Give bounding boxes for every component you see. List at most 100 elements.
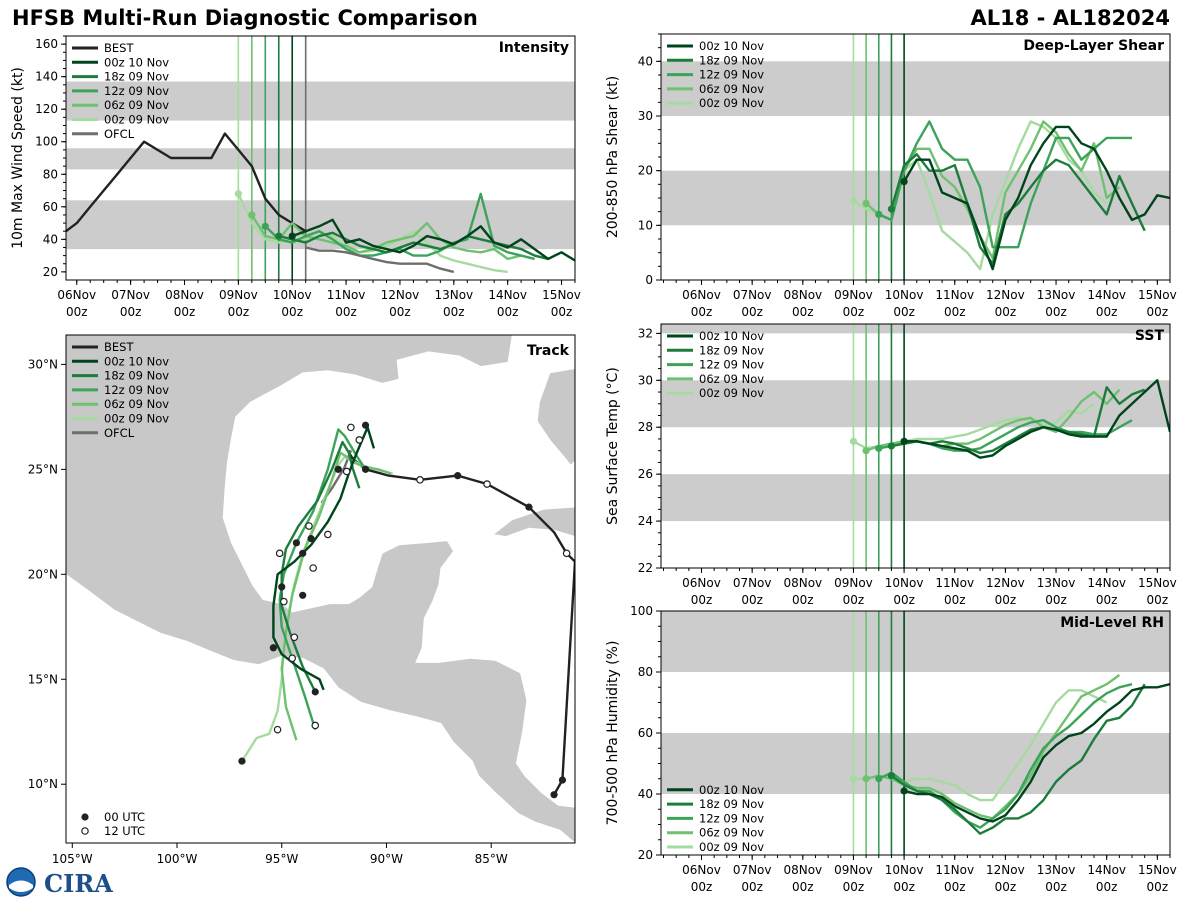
legend-label: 00z 10 Nov <box>699 783 764 797</box>
x-tick-label: 13Nov <box>1037 863 1076 877</box>
y-tick-label: 80 <box>638 665 653 679</box>
y-tick-label: 24 <box>638 514 653 528</box>
series-start-marker <box>288 232 296 240</box>
legend-label: 00z 09 Nov <box>104 412 169 426</box>
x-tick-label: 00z <box>1147 593 1169 607</box>
x-tick-label: 00z <box>691 305 713 319</box>
x-tick-label: 00z <box>228 305 250 319</box>
legend-label: 18z 09 Nov <box>699 343 764 357</box>
category-band <box>661 170 1170 226</box>
x-tick-label: 00z <box>551 305 573 319</box>
x-tick-label: 00z <box>893 880 915 894</box>
y-tick-label: 0 <box>645 273 653 287</box>
chart-title: Intensity <box>499 40 569 56</box>
x-tick-label: 00z <box>497 305 519 319</box>
chart-title: Mid-Level RH <box>1060 615 1164 631</box>
series-line-12z-09-nov <box>264 192 535 261</box>
x-tick-label: 00z <box>1147 305 1169 319</box>
x-tick-label: 00z <box>1096 305 1118 319</box>
series-start-marker <box>887 442 896 450</box>
x-tick-label: 00z <box>843 880 865 894</box>
x-tick-label: 13Nov <box>1037 576 1076 590</box>
series-start-marker <box>900 437 908 445</box>
sst-chart: 22 24 26 28 30 32 06Nov 00z 07Nov 00z 08Nov 00z 09No… <box>605 323 1177 607</box>
track-line-best <box>347 449 575 796</box>
series-start-marker <box>862 199 870 208</box>
x-tick-label: 00z <box>443 305 465 319</box>
x-tick-label: 07Nov <box>111 288 150 302</box>
marker-12utc <box>275 549 284 558</box>
x-tick-label: 00z <box>843 305 865 319</box>
lat-tick-label: 15°N <box>28 672 58 686</box>
x-tick-label: 00z <box>792 305 814 319</box>
marker-12utc <box>288 654 297 663</box>
x-tick-label: 00z <box>1045 305 1067 319</box>
marker-00utc <box>334 465 342 473</box>
y-tick-label: 20 <box>43 265 58 279</box>
x-tick-label: 00z <box>389 305 411 319</box>
x-tick-label: 15Nov <box>542 288 581 302</box>
marker-legend-label: 12 UTC <box>104 824 145 838</box>
rh-chart: 20 40 60 80 100 06Nov 00z 07Nov 00z 08Nov 00z 09Nov… <box>605 605 1177 894</box>
legend-label: 06z 09 Nov <box>699 826 764 840</box>
series-line-00z-10-nov <box>904 379 1170 459</box>
marker-12utc <box>416 476 424 484</box>
x-tick-label: 06Nov <box>682 288 721 302</box>
series-start-marker <box>887 772 896 780</box>
marker-12utc <box>355 436 364 444</box>
series-start-marker <box>248 211 256 219</box>
x-tick-label: 09Nov <box>834 576 873 590</box>
x-tick-label: 00z <box>335 305 357 319</box>
legend-label: BEST <box>104 340 134 354</box>
x-tick-label: 00z <box>843 593 865 607</box>
x-tick-label: 15Nov <box>1138 863 1177 877</box>
x-tick-label: 00z <box>1096 593 1118 607</box>
x-tick-label: 00z <box>944 880 966 894</box>
x-tick-label: 15Nov <box>1138 288 1177 302</box>
category-band <box>66 81 575 121</box>
x-tick-label: 00z <box>995 593 1017 607</box>
x-tick-label: 07Nov <box>733 863 772 877</box>
legend-label: 06z 09 Nov <box>699 372 764 386</box>
marker-12utc <box>311 721 320 730</box>
series-start-marker <box>900 787 908 795</box>
x-tick-label: 06Nov <box>682 576 721 590</box>
plot-area <box>66 36 575 280</box>
lon-tick-label: 95°W <box>265 852 298 866</box>
legend-label: 00z 09 Nov <box>104 113 169 127</box>
y-tick-label: 80 <box>43 167 58 181</box>
y-axis-label: 10m Max Wind Speed (kt) <box>10 67 26 249</box>
category-band <box>661 324 1170 334</box>
marker-00utc <box>292 539 301 547</box>
marker-12utc <box>280 597 288 606</box>
x-tick-label: 08Nov <box>783 576 822 590</box>
lon-tick-label: 105°W <box>52 852 93 866</box>
x-tick-label: 12Nov <box>381 288 420 302</box>
x-tick-label: 09Nov <box>834 863 873 877</box>
x-tick-label: 11Nov <box>935 863 974 877</box>
marker-00utc <box>307 535 315 543</box>
y-tick-label: 100 <box>630 605 653 618</box>
x-tick-label: 00z <box>174 305 196 319</box>
page-title: HFSB Multi-Run Diagnostic Comparison <box>12 6 478 30</box>
legend-label: 00z 10 Nov <box>699 39 764 53</box>
y-tick-label: 20 <box>638 848 653 862</box>
legend-label: 00z 10 Nov <box>104 55 169 69</box>
legend-label: 00z 10 Nov <box>699 329 764 343</box>
y-tick-label: 10 <box>638 218 653 232</box>
x-tick-label: 08Nov <box>165 288 204 302</box>
series-line-00z-10-nov <box>903 125 1170 271</box>
lon-tick-label: 85°W <box>475 852 508 866</box>
x-tick-label: 00z <box>1045 593 1067 607</box>
x-tick-label: 00z <box>893 305 915 319</box>
x-tick-label: 00z <box>691 593 713 607</box>
marker-12utc <box>309 564 317 572</box>
x-tick-label: 00z <box>691 880 713 894</box>
lon-tick-label: 90°W <box>370 852 403 866</box>
x-tick-label: 00z <box>792 880 814 894</box>
chart-title: SST <box>1135 328 1165 344</box>
marker-12utc <box>342 467 351 476</box>
x-tick-label: 13Nov <box>434 288 473 302</box>
marker-12utc <box>324 530 332 539</box>
y-tick-label: 60 <box>43 200 58 214</box>
